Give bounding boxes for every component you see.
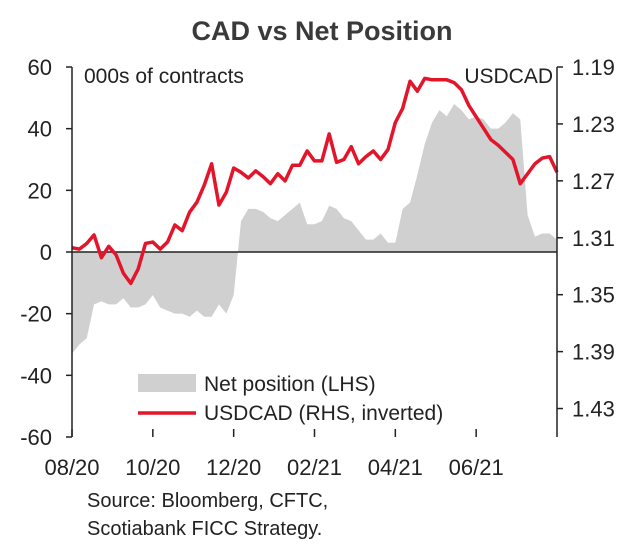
left-tick-labels: 60 40 20 0 -20 -40 -60 bbox=[20, 55, 72, 450]
left-tick-label: 0 bbox=[40, 240, 52, 265]
right-tick-label: 1.43 bbox=[572, 397, 615, 422]
right-tick-label: 1.23 bbox=[572, 112, 615, 137]
left-tick-label: -60 bbox=[20, 425, 52, 450]
right-tick-labels: 1.19 1.23 1.27 1.31 1.35 1.39 1.43 bbox=[557, 55, 615, 422]
left-tick-label: 20 bbox=[28, 178, 52, 203]
right-tick-label: 1.27 bbox=[572, 169, 615, 194]
legend-label-area: Net position (LHS) bbox=[204, 373, 376, 396]
left-axis-unit: 000s of contracts bbox=[84, 65, 244, 88]
left-tick-label: 60 bbox=[28, 55, 52, 80]
x-tick-labels: 08/20 10/20 12/20 02/21 04/21 06/21 bbox=[44, 429, 504, 480]
x-tick-label: 10/20 bbox=[125, 455, 180, 480]
usdcad-line bbox=[71, 76, 559, 286]
net-position-area bbox=[72, 104, 557, 354]
right-tick-label: 1.35 bbox=[572, 283, 615, 308]
left-tick-label: 40 bbox=[28, 117, 52, 142]
legend-swatch-area bbox=[138, 374, 196, 392]
left-tick-label: -40 bbox=[20, 363, 52, 388]
x-tick-label: 04/21 bbox=[368, 455, 423, 480]
x-tick-label: 08/20 bbox=[44, 455, 99, 480]
right-tick-label: 1.31 bbox=[572, 226, 615, 251]
right-tick-label: 1.39 bbox=[572, 340, 615, 365]
left-tick-label: -20 bbox=[20, 302, 52, 327]
legend: Net position (LHS) USDCAD (RHS, inverted… bbox=[138, 373, 443, 425]
legend-label-line: USDCAD (RHS, inverted) bbox=[204, 402, 443, 425]
x-tick-label: 12/20 bbox=[206, 455, 261, 480]
right-tick-label: 1.19 bbox=[572, 55, 615, 80]
chart-title: CAD vs Net Position bbox=[191, 16, 452, 46]
x-tick-label: 02/21 bbox=[287, 455, 342, 480]
source-line-2: Scotiabank FICC Strategy. bbox=[87, 518, 322, 540]
x-tick-label: 06/21 bbox=[449, 455, 504, 480]
right-axis-unit: USDCAD bbox=[464, 65, 553, 88]
source-line-1: Source: Bloomberg, CFTC, bbox=[87, 490, 328, 512]
plot-area bbox=[71, 76, 559, 354]
